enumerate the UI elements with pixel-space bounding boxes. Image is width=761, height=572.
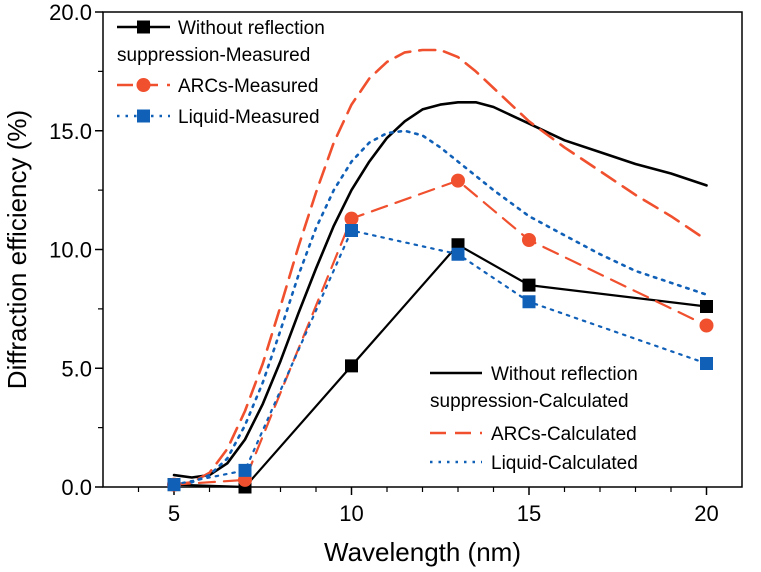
- data-point: [167, 478, 181, 492]
- legend-label: Without reflection: [178, 18, 325, 39]
- legend-label: Liquid-Measured: [178, 107, 320, 128]
- y-axis-title: Diffraction efficiency (%): [2, 110, 32, 389]
- data-point: [522, 278, 536, 292]
- legend-marker: [137, 109, 150, 123]
- legend-label: Liquid-Calculated: [491, 453, 638, 474]
- data-point: [522, 295, 536, 309]
- data-point: [344, 211, 359, 226]
- x-tick-label: 5: [168, 501, 180, 526]
- calculated-curve: [172, 101, 708, 479]
- data-point: [345, 224, 358, 237]
- legend-label: Without reflection: [491, 364, 638, 385]
- data-point: [699, 318, 714, 333]
- data-point: [700, 357, 713, 370]
- y-tick-label: 15.0: [49, 119, 92, 144]
- x-axis-title: Wavelength (nm): [324, 537, 521, 567]
- y-tick-label: 5.0: [61, 356, 92, 381]
- data-point: [345, 359, 358, 373]
- x-tick-label: 15: [517, 501, 541, 526]
- x-tick-label: 20: [694, 501, 718, 526]
- legend-label: ARCs-Calculated: [491, 424, 637, 445]
- data-point: [522, 233, 536, 247]
- measured-line: [172, 229, 708, 486]
- legend-marker: [137, 20, 150, 34]
- measured-line: [172, 179, 708, 486]
- calculated-curve: [172, 48, 708, 486]
- data-point: [451, 173, 465, 188]
- data-point: [700, 300, 713, 313]
- calculated-curve: [172, 129, 708, 486]
- data-point: [238, 463, 252, 477]
- y-tick-label: 20.0: [49, 0, 92, 25]
- legend-label: suppression-Measured: [117, 45, 310, 66]
- legend-marker: [136, 78, 151, 92]
- y-tick-label: 10.0: [49, 238, 92, 263]
- legend-label: suppression-Calculated: [430, 391, 629, 412]
- measured-line: [172, 243, 708, 489]
- legend-label: ARCs-Measured: [178, 76, 318, 97]
- y-tick-label: 0.0: [61, 475, 92, 500]
- x-tick-label: 10: [339, 501, 363, 526]
- data-point: [451, 247, 465, 261]
